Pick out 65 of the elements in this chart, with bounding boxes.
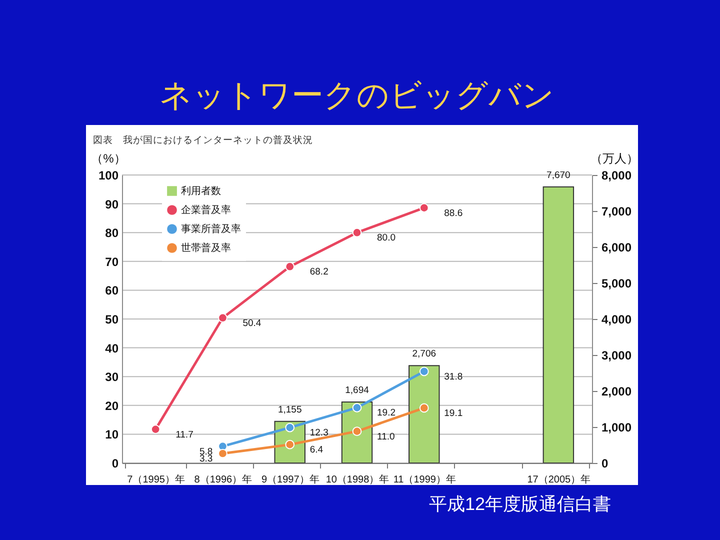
x-tick-label: 11（1999）年 bbox=[393, 474, 456, 486]
point bbox=[419, 203, 429, 213]
legend-label: 事業所普及率 bbox=[181, 223, 241, 235]
y-tick-label: 90 bbox=[105, 197, 119, 212]
y2-tick-label: 8,000 bbox=[602, 168, 632, 182]
point bbox=[419, 366, 429, 376]
point bbox=[352, 426, 362, 436]
y2-tick-label: 4,000 bbox=[602, 312, 632, 326]
point bbox=[285, 262, 295, 272]
x-tick-label: 17（2005）年 bbox=[527, 474, 591, 486]
data-label: 3.3 bbox=[199, 453, 213, 464]
data-label: 7,670 bbox=[546, 170, 570, 181]
y2-tick-label: 0 bbox=[602, 456, 608, 470]
y-tick-label: 30 bbox=[105, 370, 119, 384]
point bbox=[150, 424, 160, 434]
point bbox=[352, 228, 362, 238]
point bbox=[419, 403, 429, 413]
bar bbox=[542, 186, 574, 464]
point bbox=[218, 448, 228, 458]
y-tick-label: 100 bbox=[98, 168, 119, 182]
data-label: 11.7 bbox=[176, 429, 194, 440]
point bbox=[218, 313, 228, 323]
y2-tick-label: 6,000 bbox=[602, 240, 632, 254]
point bbox=[352, 403, 362, 412]
point bbox=[285, 440, 295, 450]
data-label: 1,694 bbox=[345, 385, 369, 396]
point bbox=[285, 422, 295, 432]
x-tick-label: 8（1996）年 bbox=[194, 474, 252, 486]
y2-tick-label: 7,000 bbox=[602, 204, 632, 218]
y2-axis-title: （万人） bbox=[590, 152, 638, 166]
data-label: 68.2 bbox=[310, 266, 328, 278]
data-label: 12.3 bbox=[310, 428, 328, 439]
data-label: 88.6 bbox=[444, 208, 463, 219]
text: 平成12年度版通信白書 bbox=[428, 494, 612, 514]
y-tick-label: 70 bbox=[105, 254, 119, 269]
chart-subtitle: 図表 我が国におけるインターネットの普及状況 bbox=[93, 134, 313, 146]
y-tick-label: 0 bbox=[112, 456, 119, 470]
y-tick-label: 50 bbox=[105, 312, 119, 326]
data-label: 80.0 bbox=[377, 232, 396, 244]
x-tick-label: 7（1995）年 bbox=[127, 474, 185, 486]
data-label: 11.0 bbox=[377, 431, 395, 442]
data-label: 1,155 bbox=[278, 404, 302, 416]
data-label: 19.1 bbox=[444, 408, 463, 419]
x-tick-label: 9（1997）年 bbox=[261, 474, 320, 486]
legend-label: 利用者数 bbox=[181, 185, 221, 197]
y2-tick-label: 5,000 bbox=[602, 276, 632, 290]
y-tick-label: 10 bbox=[105, 428, 119, 442]
bar bbox=[408, 365, 440, 464]
chart-title: ネットワークのビッグバン bbox=[160, 77, 554, 113]
x-tick-label: 10（1998）年 bbox=[326, 474, 390, 486]
data-label: 19.2 bbox=[377, 408, 396, 419]
data-label: 31.8 bbox=[444, 371, 463, 382]
y2-tick-label: 3,000 bbox=[602, 348, 632, 362]
data-label: 6.4 bbox=[310, 444, 324, 456]
y-tick-label: 60 bbox=[105, 284, 119, 298]
y-tick-label: 20 bbox=[105, 398, 119, 413]
y-axis-title: （%） bbox=[91, 152, 126, 166]
y2-tick-label: 2,000 bbox=[602, 384, 632, 398]
legend-label: 世帯普及率 bbox=[181, 242, 231, 254]
y-tick-label: 80 bbox=[105, 226, 119, 240]
data-label: 50.4 bbox=[242, 318, 262, 329]
y2-tick-label: 1,000 bbox=[602, 420, 632, 434]
data-label: 2,706 bbox=[412, 348, 436, 360]
legend-label: 企業普及率 bbox=[181, 204, 231, 216]
y-tick-label: 40 bbox=[105, 341, 119, 356]
